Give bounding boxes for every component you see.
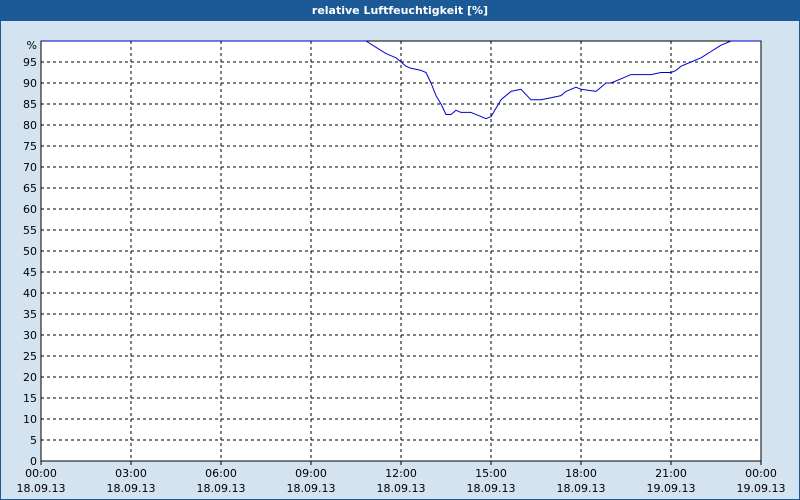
y-tick-label: 20 bbox=[23, 371, 37, 384]
x-tick-time-label: 00:00 bbox=[745, 467, 777, 480]
y-tick-label: 5 bbox=[30, 434, 37, 447]
y-tick-label: 45 bbox=[23, 266, 37, 279]
humidity-series-line bbox=[41, 40, 761, 120]
x-tick-time-label: 09:00 bbox=[295, 467, 327, 480]
x-tick-time-label: 21:00 bbox=[655, 467, 687, 480]
y-tick-label: 30 bbox=[23, 329, 37, 342]
y-tick-label: 15 bbox=[23, 392, 37, 405]
x-tick-date-label: 18.09.13 bbox=[17, 482, 66, 495]
y-tick-label: 90 bbox=[23, 77, 37, 90]
y-tick-label: 35 bbox=[23, 308, 37, 321]
x-tick-time-label: 00:00 bbox=[25, 467, 57, 480]
y-tick-label: 25 bbox=[23, 350, 37, 363]
y-tick-label: 55 bbox=[23, 224, 37, 237]
x-tick-time-label: 12:00 bbox=[385, 467, 417, 480]
y-tick-label: 95 bbox=[23, 56, 37, 69]
x-tick-date-label: 18.09.13 bbox=[287, 482, 336, 495]
x-tick-date-label: 19.09.13 bbox=[737, 482, 786, 495]
x-tick-time-label: 18:00 bbox=[565, 467, 597, 480]
y-axis-label: % bbox=[27, 39, 37, 52]
x-tick-time-label: 06:00 bbox=[205, 467, 237, 480]
x-tick-time-label: 15:00 bbox=[475, 467, 507, 480]
y-tick-label: 65 bbox=[23, 182, 37, 195]
y-tick-label: 10 bbox=[23, 413, 37, 426]
x-tick-date-label: 19.09.13 bbox=[647, 482, 696, 495]
y-tick-label: 60 bbox=[23, 203, 37, 216]
x-tick-date-label: 18.09.13 bbox=[557, 482, 606, 495]
y-tick-label: 40 bbox=[23, 287, 37, 300]
x-tick-date-label: 18.09.13 bbox=[107, 482, 156, 495]
x-tick-date-label: 18.09.13 bbox=[197, 482, 246, 495]
x-tick-time-label: 03:00 bbox=[115, 467, 147, 480]
y-tick-label: 80 bbox=[23, 119, 37, 132]
humidity-line-chart: 0 5 10 15 20 25 30 35 40 45 50 55 60 65 70 75 80 85 90 95% 0… bbox=[17, 39, 786, 495]
chart-title: relative Luftfeuchtigkeit [%] bbox=[1, 1, 799, 21]
y-tick-label: 50 bbox=[23, 245, 37, 258]
x-tick-date-label: 18.09.13 bbox=[377, 482, 426, 495]
y-tick-label: 0 bbox=[30, 455, 37, 468]
y-tick-label: 85 bbox=[23, 98, 37, 111]
y-tick-label: 70 bbox=[23, 161, 37, 174]
x-tick-date-label: 18.09.13 bbox=[467, 482, 516, 495]
y-tick-label: 75 bbox=[23, 140, 37, 153]
